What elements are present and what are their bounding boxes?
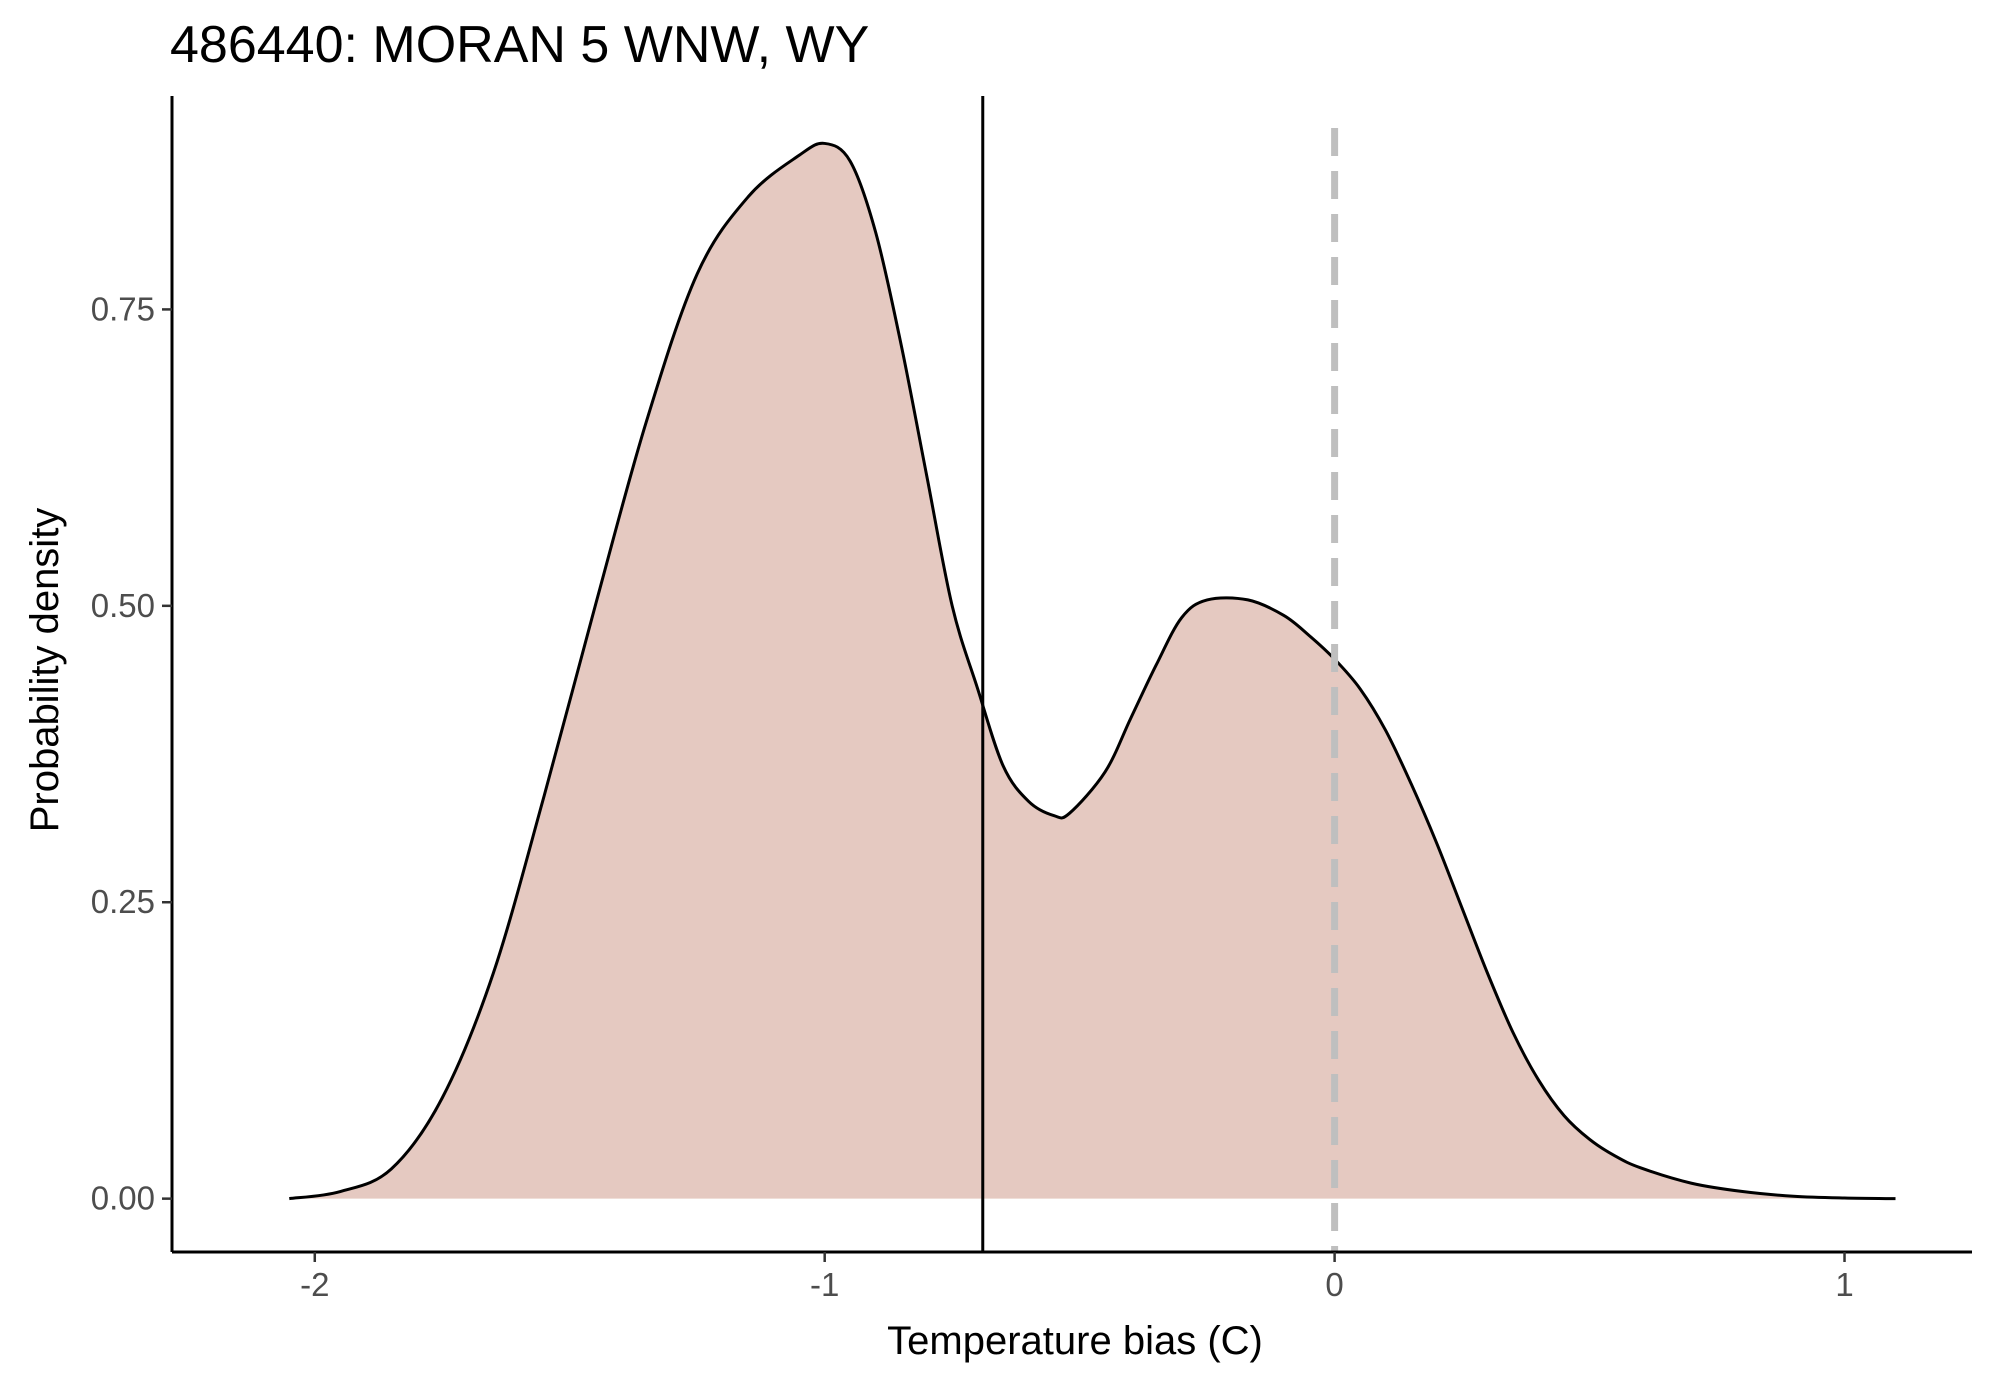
y-ticks: 0.00 0.25 0.50 0.75 [91, 290, 172, 1217]
plot-area [289, 96, 1896, 1252]
chart-title: 486440: MORAN 5 WNW, WY [170, 16, 869, 74]
x-ticks: -2 -1 0 1 [300, 1252, 1854, 1303]
x-tick-label: 1 [1835, 1266, 1853, 1303]
y-tick-label: 0.00 [91, 1180, 155, 1217]
x-tick-label: -1 [810, 1266, 839, 1303]
density-area-fill [289, 143, 1896, 1199]
y-tick-label: 0.25 [91, 883, 155, 920]
x-tick-label: 0 [1325, 1266, 1343, 1303]
axes [170, 96, 1972, 1254]
y-tick-label: 0.75 [91, 290, 155, 327]
x-axis-title: Temperature bias (C) [887, 1319, 1263, 1363]
y-axis-title: Probability density [23, 508, 67, 833]
y-tick-label: 0.50 [91, 587, 155, 624]
x-tick-label: -2 [300, 1266, 329, 1303]
density-curve-line [289, 141, 1896, 1201]
